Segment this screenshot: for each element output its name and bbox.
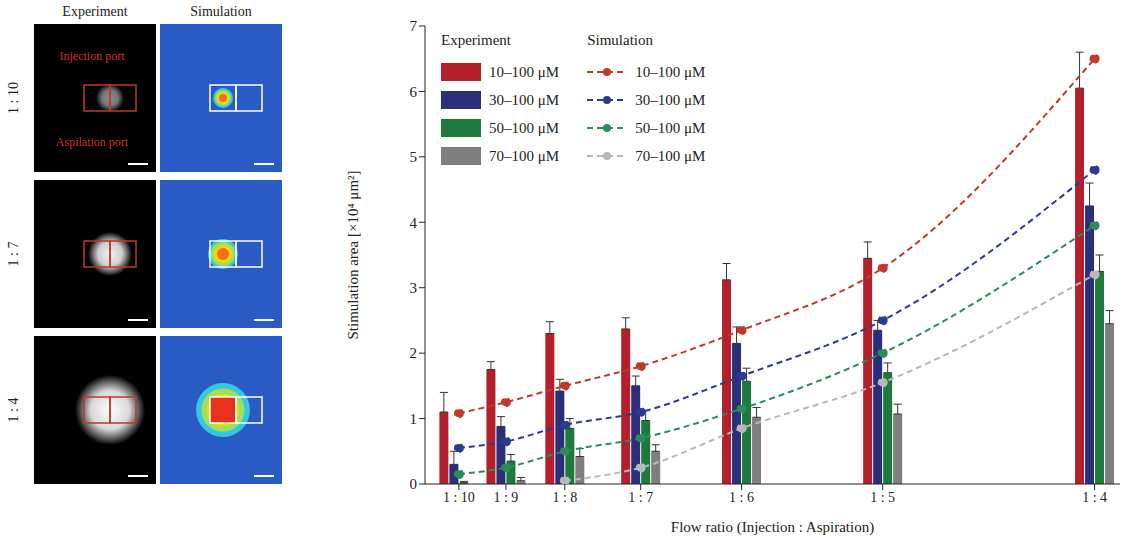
svg-text:1 : 6: 1 : 6 bbox=[729, 490, 754, 505]
svg-text:4: 4 bbox=[410, 215, 418, 231]
svg-text:Flow ratio (Injection : Aspira: Flow ratio (Injection : Aspiration) bbox=[671, 519, 874, 536]
svg-text:2: 2 bbox=[410, 345, 418, 361]
svg-text:0: 0 bbox=[410, 476, 418, 492]
svg-text:Stimulation area [×10⁴ μm²]: Stimulation area [×10⁴ μm²] bbox=[345, 170, 361, 339]
html-text:Simulation: Simulation bbox=[587, 32, 653, 48]
html-text:10–100 μM: 10–100 μM bbox=[489, 63, 560, 80]
svg-text:Aspilation port: Aspilation port bbox=[56, 135, 129, 149]
html-text:50–100 μM: 50–100 μM bbox=[489, 119, 560, 136]
html-text:70–100 μM: 70–100 μM bbox=[489, 147, 560, 164]
html-text:70–100 μM: 70–100 μM bbox=[635, 147, 706, 164]
html-text:30–100 μM: 30–100 μM bbox=[489, 91, 560, 108]
svg-text:1 : 8: 1 : 8 bbox=[552, 490, 577, 505]
svg-text:1 : 7: 1 : 7 bbox=[6, 242, 21, 267]
html-text:Experiment: Experiment bbox=[441, 32, 511, 48]
svg-text:1 : 7: 1 : 7 bbox=[628, 490, 653, 505]
html-text:50–100 μM: 50–100 μM bbox=[635, 119, 706, 136]
svg-text:1 : 10: 1 : 10 bbox=[6, 82, 21, 114]
svg-text:1 : 9: 1 : 9 bbox=[493, 490, 518, 505]
svg-text:6: 6 bbox=[410, 84, 418, 100]
svg-text:1 : 10: 1 : 10 bbox=[443, 490, 475, 505]
svg-text:1 : 4: 1 : 4 bbox=[6, 398, 21, 423]
svg-text:Simulation: Simulation bbox=[190, 4, 251, 19]
svg-text:1: 1 bbox=[410, 411, 418, 427]
svg-text:3: 3 bbox=[410, 280, 418, 296]
svg-text:7: 7 bbox=[410, 18, 418, 34]
svg-text:Injection port: Injection port bbox=[60, 49, 126, 63]
svg-text:1 : 4: 1 : 4 bbox=[1082, 490, 1107, 505]
html-text:30–100 μM: 30–100 μM bbox=[635, 91, 706, 108]
svg-text:Experiment: Experiment bbox=[62, 4, 127, 19]
html-text:10–100 μM: 10–100 μM bbox=[635, 63, 706, 80]
svg-text:5: 5 bbox=[410, 149, 418, 165]
svg-text:1 : 5: 1 : 5 bbox=[870, 490, 895, 505]
